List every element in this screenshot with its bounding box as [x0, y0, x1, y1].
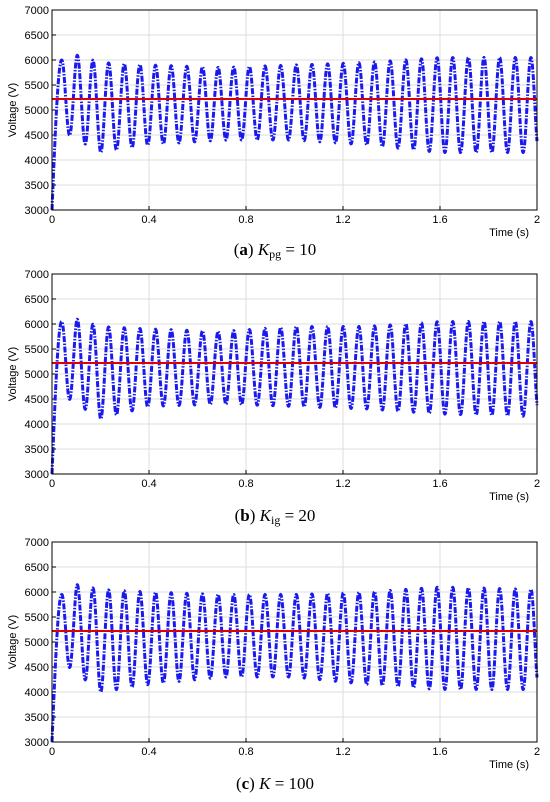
x-axis-label-c: Time (s): [489, 759, 529, 771]
x-tick-label-a: 0: [49, 214, 55, 226]
x-tick-label-c: 2: [534, 746, 540, 758]
x-tick-label-a: 1.2: [335, 214, 350, 226]
y-tick-label-b: 3000: [25, 469, 49, 481]
y-axis-label-b: Voltage (V): [7, 347, 19, 401]
y-tick-label-c: 5000: [25, 637, 49, 649]
y-tick-label-b: 7000: [25, 269, 49, 281]
caption-b-label: b: [240, 506, 250, 525]
y-tick-label-c: 6500: [25, 562, 49, 574]
x-tick-label-b: 2: [534, 478, 540, 490]
y-tick-label-a: 7000: [25, 5, 49, 17]
x-tick-label-c: 0.4: [141, 746, 156, 758]
x-axis-label-b: Time (s): [489, 491, 529, 503]
y-tick-label-a: 3000: [25, 205, 49, 217]
y-tick-label-a: 4000: [25, 155, 49, 167]
x-tick-label-c: 0.8: [238, 746, 253, 758]
y-axis-label-c: Voltage (V): [7, 615, 19, 669]
y-axis-label-a: Voltage (V): [7, 83, 19, 137]
chart-panel-c: 0 0.4 0.8 1.2 1.6 2 3000 3500 4000 4500 5000 5500 60…: [0, 532, 550, 800]
x-tick-label-a: 0.8: [238, 214, 253, 226]
y-tick-label-c: 4500: [25, 662, 49, 674]
caption-a-label: a: [239, 240, 248, 259]
caption-b-symbol: K: [259, 506, 271, 525]
voltage-series-b: [50, 317, 539, 475]
x-tick-label-c: 1.2: [335, 746, 350, 758]
chart-panel-b: 0 0.4 0.8 1.2 1.6 2 3000 3500 4000 4500 5000 5500 60…: [0, 264, 550, 532]
chart-c: 0 0.4 0.8 1.2 1.6 2 3000 3500 4000 4500 5000 5500 60…: [7, 537, 540, 771]
x-tick-label-b: 0.8: [238, 478, 253, 490]
caption-c-symbol: K: [259, 774, 271, 793]
x-axis-label-a: Time (s): [489, 227, 529, 239]
x-tick-label-a: 0.4: [141, 214, 156, 226]
x-tick-label-b: 1.6: [432, 478, 447, 490]
y-tick-label-b: 5500: [25, 344, 49, 356]
y-tick-label-a: 5500: [25, 80, 49, 92]
caption-c-label: c: [241, 774, 250, 793]
y-tick-label-a: 5000: [25, 105, 49, 117]
caption-c-value: = 100: [270, 774, 315, 793]
plot-frame-a: [51, 9, 538, 211]
y-tick-label-c: 3500: [25, 712, 49, 724]
y-tick-label-a: 3500: [25, 180, 49, 192]
x-tick-label-c: 1.6: [432, 746, 447, 758]
y-tick-label-b: 3500: [25, 444, 49, 456]
caption-a-value: = 10: [281, 240, 317, 259]
plot-frame-c: [51, 541, 538, 743]
caption-a-symbol: K: [257, 240, 270, 259]
y-tick-label-c: 5500: [25, 612, 49, 624]
caption-b-value: = 20: [280, 506, 316, 525]
y-tick-label-c: 3000: [25, 737, 49, 749]
voltage-series-a: [50, 53, 539, 211]
caption-c: (c) K = 100: [235, 774, 315, 793]
y-tick-label-b: 4000: [25, 419, 49, 431]
plot-frame-b: [51, 273, 538, 475]
y-tick-label-c: 6000: [25, 587, 49, 599]
y-tick-label-a: 4500: [25, 130, 49, 142]
y-tick-label-b: 4500: [25, 394, 49, 406]
y-tick-label-b: 6500: [25, 294, 49, 306]
y-tick-label-a: 6500: [25, 30, 49, 42]
y-tick-label-c: 7000: [25, 537, 49, 549]
y-tick-label-c: 4000: [25, 687, 49, 699]
y-tick-label-a: 6000: [25, 55, 49, 67]
y-tick-label-b: 5000: [25, 369, 49, 381]
caption-b-sub: ig: [270, 513, 281, 527]
x-tick-label-a: 2: [534, 214, 540, 226]
x-tick-label-a: 1.6: [432, 214, 447, 226]
caption-a: (a) Kpg = 10: [233, 240, 317, 261]
chart-a: 0 0.4 0.8 1.2 1.6 2 3000 3500 4000 4500 5000 5500 60…: [7, 5, 540, 239]
x-tick-label-c: 0: [49, 746, 55, 758]
chart-panel-a: 0 0.4 0.8 1.2 1.6 2 3000 3500 4000 4500 5000 5500 60…: [0, 0, 550, 268]
voltage-series-c: [50, 583, 539, 743]
caption-a-sub: pg: [269, 247, 282, 261]
x-tick-label-b: 1.2: [335, 478, 350, 490]
y-tick-label-b: 6000: [25, 319, 49, 331]
caption-b: (b) Kig = 20: [234, 506, 316, 527]
x-tick-label-b: 0: [49, 478, 55, 490]
x-tick-label-b: 0.4: [141, 478, 156, 490]
chart-b: 0 0.4 0.8 1.2 1.6 2 3000 3500 4000 4500 5000 5500 60…: [7, 269, 540, 503]
